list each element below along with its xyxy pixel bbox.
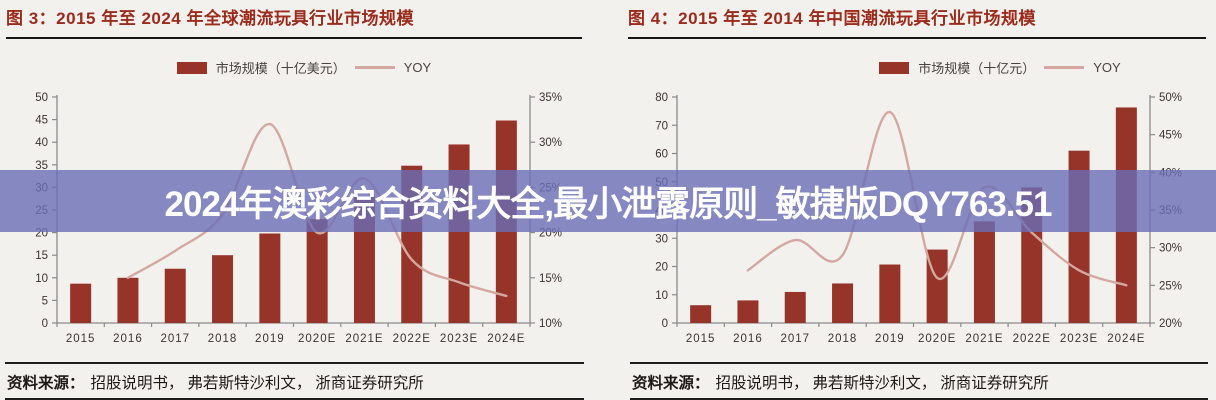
svg-text:50%: 50% — [1159, 92, 1182, 104]
line-legend-label: YOY — [403, 60, 432, 75]
line-legend-swatch — [354, 66, 395, 69]
source-text: 招股说明书， 弗若斯特沙利文， 浙商证券研究所 — [715, 375, 1049, 392]
line-legend-label: YOY — [1093, 60, 1121, 75]
svg-text:2022E: 2022E — [393, 333, 431, 345]
svg-text:2019: 2019 — [875, 333, 905, 345]
svg-text:5: 5 — [42, 295, 48, 307]
svg-text:20%: 20% — [1159, 318, 1182, 330]
svg-text:2020E: 2020E — [298, 333, 336, 345]
svg-text:2018: 2018 — [828, 333, 858, 345]
svg-text:2015: 2015 — [66, 333, 96, 345]
watermark-ad-banner[interactable]: 2024年澳彩综合资料大全,最小泄露原则_敏捷版DQY763.51 — [0, 170, 1216, 232]
svg-text:2017: 2017 — [780, 333, 810, 345]
figure-3-source: 资料来源： 招股说明书， 弗若斯特沙利文， 浙商证券研究所 — [5, 362, 584, 400]
svg-text:10%: 10% — [539, 318, 562, 330]
svg-text:0: 0 — [42, 318, 48, 330]
line-legend-swatch — [1044, 66, 1085, 69]
figure-3-legend: 市场规模（十亿美元） YOY — [0, 58, 608, 77]
svg-text:45%: 45% — [1159, 130, 1182, 142]
svg-text:10: 10 — [655, 290, 668, 302]
svg-text:70: 70 — [655, 120, 668, 132]
svg-text:30%: 30% — [539, 137, 562, 149]
svg-text:2022E: 2022E — [1013, 333, 1051, 345]
svg-text:45: 45 — [35, 115, 48, 127]
svg-text:2017: 2017 — [160, 333, 190, 345]
bar-legend-swatch — [176, 61, 207, 74]
svg-text:2015: 2015 — [686, 333, 716, 345]
svg-text:2024E: 2024E — [1107, 333, 1145, 345]
svg-text:20: 20 — [655, 262, 668, 274]
bar-legend-label: 市场规模（十亿元） — [918, 61, 1036, 76]
svg-text:80: 80 — [655, 92, 668, 104]
svg-text:0: 0 — [662, 318, 668, 330]
svg-text:2021E: 2021E — [965, 333, 1003, 345]
svg-text:25%: 25% — [1159, 280, 1182, 292]
svg-text:2019: 2019 — [255, 333, 285, 345]
svg-text:50: 50 — [35, 92, 48, 104]
figure-4-legend: 市场规模（十亿元） YOY — [696, 58, 1216, 77]
svg-text:2016: 2016 — [733, 333, 763, 345]
figure-4-source: 资料来源： 招股说明书， 弗若斯特沙利文， 浙商证券研究所 — [630, 362, 1208, 400]
figure-3-title: 图 3：2015 年至 2024 年全球潮流玩具行业市场规模 — [6, 4, 582, 39]
bar-legend-label: 市场规模（十亿美元） — [215, 61, 346, 76]
svg-text:35%: 35% — [539, 92, 562, 104]
svg-text:30%: 30% — [1159, 243, 1182, 255]
source-text: 招股说明书， 弗若斯特沙利文， 浙商证券研究所 — [90, 375, 424, 392]
figure-4-title: 图 4：2015 年至 2014 年中国潮流玩具行业市场规模 — [628, 4, 1206, 39]
source-label: 资料来源： — [632, 375, 710, 392]
svg-text:10: 10 — [35, 273, 48, 285]
svg-text:2018: 2018 — [208, 333, 238, 345]
svg-text:60: 60 — [655, 149, 668, 161]
svg-text:2020E: 2020E — [918, 333, 956, 345]
svg-text:30: 30 — [655, 233, 668, 245]
bar-legend-swatch — [879, 61, 910, 74]
source-label: 资料来源： — [7, 375, 85, 392]
svg-text:2021E: 2021E — [345, 333, 383, 345]
svg-text:2016: 2016 — [113, 333, 143, 345]
svg-text:2023E: 2023E — [1060, 333, 1098, 345]
svg-text:15%: 15% — [539, 273, 562, 285]
svg-text:2023E: 2023E — [440, 333, 478, 345]
svg-text:35: 35 — [35, 160, 48, 172]
svg-text:40: 40 — [35, 137, 48, 149]
svg-text:15: 15 — [35, 250, 48, 262]
svg-text:2024E: 2024E — [487, 333, 525, 345]
